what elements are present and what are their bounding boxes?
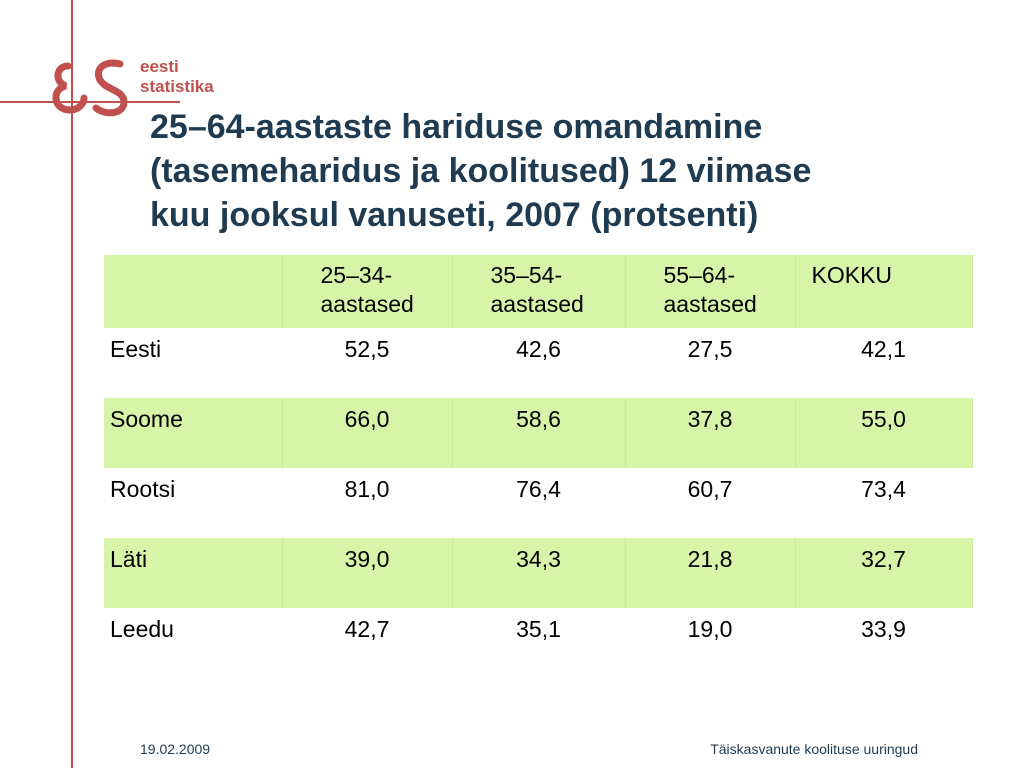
table-cell: 76,4 xyxy=(516,476,561,502)
row-label: Eesti xyxy=(110,336,162,362)
horizontal-rule xyxy=(0,101,180,103)
table-cell: 39,0 xyxy=(282,538,453,608)
header-cell-25-34: 25–34- aastased xyxy=(282,255,453,328)
table-cell: 27,5 xyxy=(687,336,733,362)
header-25-34-line2: aastased xyxy=(320,291,414,317)
table-cell: 60,7 xyxy=(687,476,733,502)
table-header-row: 25–34- aastased 35–54- aastased 55–64- aast… xyxy=(104,255,973,328)
title-line-2: (tasemeharidus ja koolitused) 12 viimase xyxy=(150,152,812,190)
table-cell: 34,3 xyxy=(452,538,626,608)
header-25-34-line1: 25–34- xyxy=(320,262,393,288)
header-55-64-line2: aastased xyxy=(663,291,757,317)
row-label: Rootsi xyxy=(110,476,176,502)
table-cell: 21,8 xyxy=(625,538,796,608)
data-table: 25–34- aastased 35–54- aastased 55–64- aast… xyxy=(104,255,973,678)
header-cell-kokku: KOKKU xyxy=(795,255,973,328)
row-label: Leedu xyxy=(110,616,174,642)
header-cell-55-64: 55–64- aastased xyxy=(625,255,796,328)
row-label: Läti xyxy=(104,538,283,608)
header-cell-empty xyxy=(104,255,283,328)
table-cell: 33,9 xyxy=(861,616,906,642)
row-label: Soome xyxy=(104,398,283,468)
vertical-rule xyxy=(71,0,73,768)
table-cell: 42,6 xyxy=(516,336,561,362)
table-cell: 42,1 xyxy=(861,336,906,362)
table-cell: 55,0 xyxy=(795,398,973,468)
table-cell: 52,5 xyxy=(344,336,390,362)
table-row: Rootsi 81,0 76,4 60,7 73,4 xyxy=(104,468,972,538)
table-cell: 19,0 xyxy=(687,616,733,642)
page-title: 25–64-aastaste hariduse omandamine (tase… xyxy=(150,105,990,237)
title-line-1: 25–64-aastaste hariduse omandamine xyxy=(150,108,763,146)
table-cell: 42,7 xyxy=(344,616,390,642)
table-row: Eesti 52,5 42,6 27,5 42,1 xyxy=(104,328,972,398)
header-35-54-line2: aastased xyxy=(490,291,584,317)
table-cell: 58,6 xyxy=(452,398,626,468)
table-cell: 37,8 xyxy=(625,398,796,468)
header-cell-35-54: 35–54- aastased xyxy=(452,255,626,328)
logo-line1: eesti xyxy=(140,57,179,76)
table-cell: 66,0 xyxy=(282,398,453,468)
table-row: Läti 39,0 34,3 21,8 32,7 xyxy=(104,538,973,608)
table-cell: 35,1 xyxy=(516,616,561,642)
footer-date: 19.02.2009 xyxy=(140,741,211,757)
table-cell: 32,7 xyxy=(795,538,973,608)
header-55-64-line1: 55–64- xyxy=(663,262,736,288)
table-row: Soome 66,0 58,6 37,8 55,0 xyxy=(104,398,973,468)
eesti-statistika-logo: eesti statistika xyxy=(52,57,214,117)
title-line-3: kuu jooksul vanuseti, 2007 (protsenti) xyxy=(150,196,759,234)
table-cell: 73,4 xyxy=(861,476,906,502)
table-cell: 81,0 xyxy=(344,476,390,502)
table-row: Leedu 42,7 35,1 19,0 33,9 xyxy=(104,608,972,678)
logo-line2: statistika xyxy=(140,77,214,96)
footer-title: Täiskasvanute koolituse uuringud xyxy=(710,741,918,757)
header-35-54-line1: 35–54- xyxy=(490,262,563,288)
